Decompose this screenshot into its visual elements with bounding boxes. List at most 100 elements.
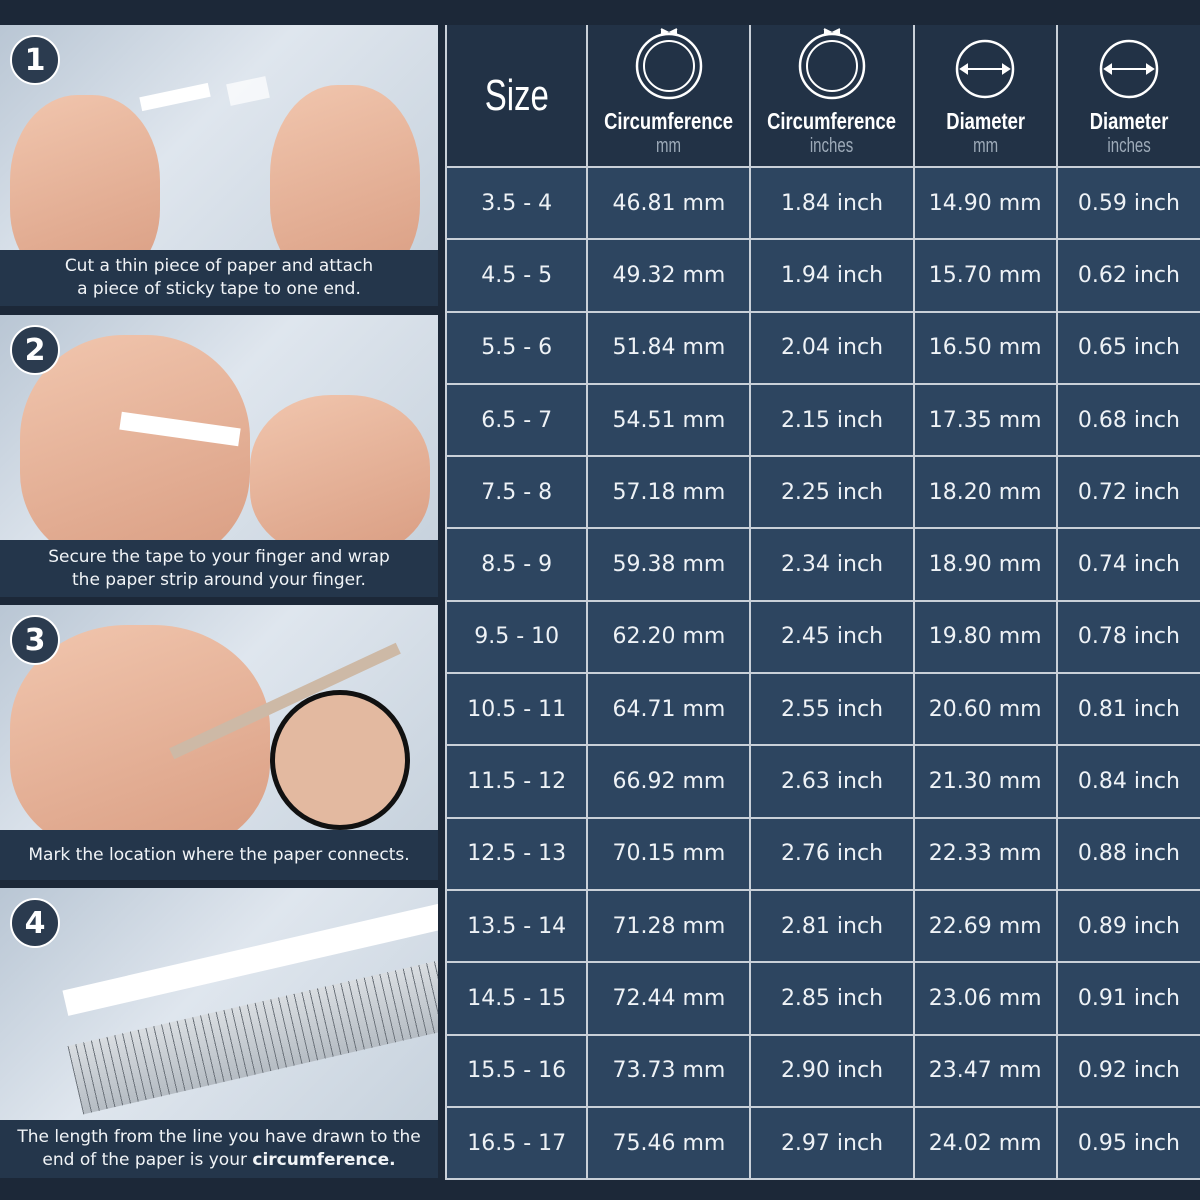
table-cell: 11.5 - 12 <box>444 744 589 819</box>
table-cell: 8.5 - 9 <box>444 527 589 602</box>
table-cell: 18.20 mm <box>912 455 1058 530</box>
table-cell: 15.5 - 16 <box>444 1033 589 1108</box>
table-cell: 0.92 inch <box>1055 1033 1200 1108</box>
diameter-icon <box>915 36 1056 102</box>
table-cell: 59.38 mm <box>586 527 752 602</box>
table-cell: 21.30 mm <box>912 744 1058 819</box>
table-cell: 2.55 inch <box>749 672 915 747</box>
table-cell: 51.84 mm <box>586 310 752 385</box>
header-unit: inches <box>1107 135 1151 157</box>
header-title: Diameter <box>1089 108 1169 134</box>
caption-line: Mark the location where the paper connec… <box>28 844 410 865</box>
table-cell: 17.35 mm <box>912 382 1058 458</box>
table-cell: 12.5 - 13 <box>444 816 589 891</box>
table-cell: 54.51 mm <box>586 382 752 458</box>
table-cell: 2.76 inch <box>749 816 915 891</box>
table-cell: 14.90 mm <box>912 165 1058 241</box>
table-cell: 3.5 - 4 <box>444 165 589 241</box>
table-cell: 2.04 inch <box>749 310 915 385</box>
table-cell: 64.71 mm <box>586 672 752 747</box>
table-cell: 0.72 inch <box>1055 455 1200 530</box>
table-row: 3.5 - 4 46.81 mm 1.84 inch 14.90 mm 0.59 inc… <box>444 165 1200 241</box>
table-cell: 2.25 inch <box>749 455 915 530</box>
table-cell: 0.88 inch <box>1055 816 1200 891</box>
step-number-badge: 3 <box>10 615 60 665</box>
table-cell: 75.46 mm <box>586 1105 752 1181</box>
table-cell: 71.28 mm <box>586 888 752 964</box>
table-cell: 23.06 mm <box>912 961 1058 1036</box>
column-header: Diameter mm <box>912 25 1058 168</box>
table-cell: 0.89 inch <box>1055 888 1200 964</box>
table-cell: 0.84 inch <box>1055 744 1200 819</box>
table-row: 12.5 - 13 70.15 mm 2.76 inch 22.33 mm 0.88 i… <box>444 816 1200 891</box>
table-cell: 23.47 mm <box>912 1033 1058 1108</box>
table-cell: 66.92 mm <box>586 744 752 819</box>
header-unit: inches <box>810 135 854 157</box>
step-1-panel: 1 Cut a thin piece of paper and attach a … <box>0 25 438 306</box>
step-3-panel: 3 Mark the location where the paper conn… <box>0 605 438 880</box>
step-1-caption: Cut a thin piece of paper and attach a pi… <box>0 250 438 306</box>
table-cell: 73.73 mm <box>586 1033 752 1108</box>
table-row: 9.5 - 10 62.20 mm 2.45 inch 19.80 mm 0.78 in… <box>444 599 1200 675</box>
diameter-icon <box>1058 36 1200 102</box>
step-number-badge: 2 <box>10 325 60 375</box>
table-cell: 2.45 inch <box>749 599 915 675</box>
table-cell: 14.5 - 15 <box>444 961 589 1036</box>
table-cell: 49.32 mm <box>586 238 752 313</box>
table-cell: 18.90 mm <box>912 527 1058 602</box>
step-3-photo <box>0 605 438 830</box>
table-row: 7.5 - 8 57.18 mm 2.25 inch 18.20 mm 0.72 inc… <box>444 455 1200 530</box>
table-cell: 15.70 mm <box>912 238 1058 313</box>
column-header: Circumference inches <box>749 25 915 168</box>
header-title: Size <box>484 70 549 120</box>
step-4-panel: 4 The length from the line you have draw… <box>0 888 438 1178</box>
table-cell: 4.5 - 5 <box>444 238 589 313</box>
table-row: 5.5 - 6 51.84 mm 2.04 inch 16.50 mm 0.65 inc… <box>444 310 1200 385</box>
step-2-caption: Secure the tape to your finger and wrap t… <box>0 540 438 597</box>
table-row: 4.5 - 5 49.32 mm 1.94 inch 15.70 mm 0.62 inc… <box>444 238 1200 313</box>
caption-line: Secure the tape to your finger and wrap <box>48 546 390 567</box>
table-cell: 9.5 - 10 <box>444 599 589 675</box>
table-cell: 0.91 inch <box>1055 961 1200 1036</box>
caption-bold: circumference. <box>252 1150 396 1170</box>
step-number-badge: 4 <box>10 898 60 948</box>
ring-size-table: Size Circumference mm Circumference inches Di… <box>444 25 1200 1181</box>
table-cell: 0.81 inch <box>1055 672 1200 747</box>
table-row: 6.5 - 7 54.51 mm 2.15 inch 17.35 mm 0.68 inc… <box>444 382 1200 458</box>
column-header: Diameter inches <box>1055 25 1200 168</box>
table-cell: 57.18 mm <box>586 455 752 530</box>
caption-line: end of the paper is your <box>42 1150 253 1170</box>
table-cell: 2.85 inch <box>749 961 915 1036</box>
table-cell: 16.50 mm <box>912 310 1058 385</box>
caption-line: The length from the line you have drawn … <box>17 1127 421 1147</box>
table-row: 16.5 - 17 75.46 mm 2.97 inch 24.02 mm 0.95 i… <box>444 1105 1200 1181</box>
table-cell: 0.95 inch <box>1055 1105 1200 1181</box>
table-cell: 20.60 mm <box>912 672 1058 747</box>
table-cell: 22.33 mm <box>912 816 1058 891</box>
step-4-caption: The length from the line you have drawn … <box>0 1120 438 1178</box>
table-cell: 0.68 inch <box>1055 382 1200 458</box>
table-cell: 0.74 inch <box>1055 527 1200 602</box>
header-unit: mm <box>972 135 998 157</box>
table-row: 13.5 - 14 71.28 mm 2.81 inch 22.69 mm 0.89 i… <box>444 888 1200 964</box>
header-title: Diameter <box>945 108 1025 134</box>
table-cell: 13.5 - 14 <box>444 888 589 964</box>
caption-line: Cut a thin piece of paper and attach <box>64 256 374 276</box>
table-cell: 1.84 inch <box>749 165 915 241</box>
table-cell: 2.15 inch <box>749 382 915 458</box>
table-cell: 72.44 mm <box>586 961 752 1036</box>
table-cell: 7.5 - 8 <box>444 455 589 530</box>
table-row: 8.5 - 9 59.38 mm 2.34 inch 18.90 mm 0.74 inc… <box>444 527 1200 602</box>
caption-line: a piece of sticky tape to one end. <box>77 279 361 299</box>
step-1-photo <box>0 25 438 250</box>
header-title: Circumference <box>604 108 734 134</box>
table-cell: 0.59 inch <box>1055 165 1200 241</box>
table-cell: 0.62 inch <box>1055 238 1200 313</box>
table-cell: 2.97 inch <box>749 1105 915 1181</box>
table-cell: 0.78 inch <box>1055 599 1200 675</box>
table-cell: 16.5 - 17 <box>444 1105 589 1181</box>
table-cell: 1.94 inch <box>749 238 915 313</box>
table-cell: 2.63 inch <box>749 744 915 819</box>
table-cell: 6.5 - 7 <box>444 382 589 458</box>
step-4-photo <box>0 888 438 1120</box>
